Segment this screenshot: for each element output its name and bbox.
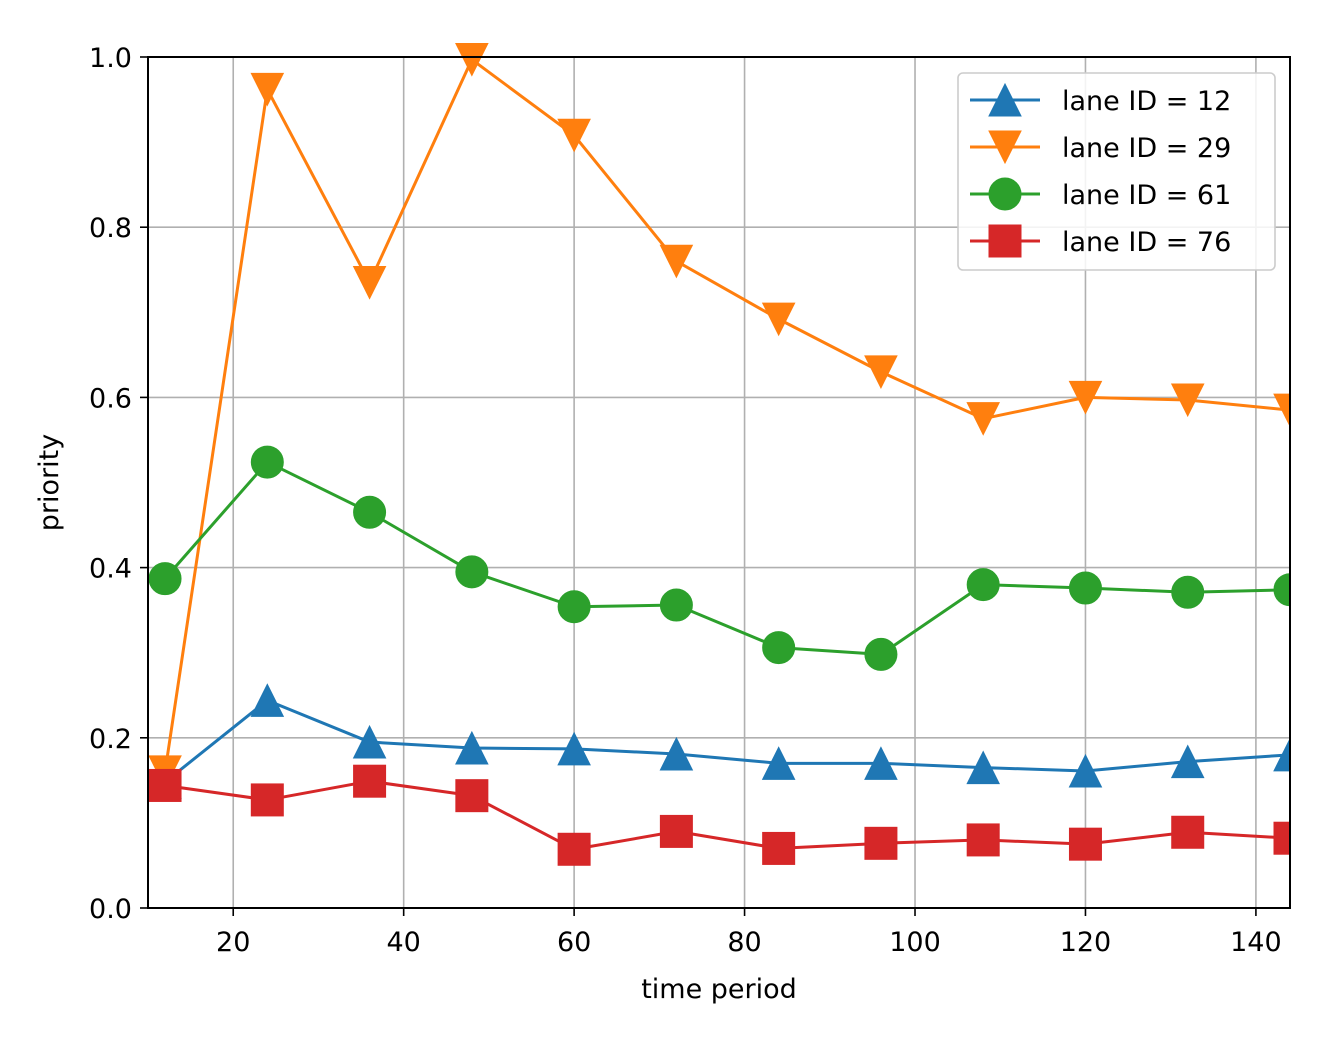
data-point: [1171, 575, 1205, 609]
x-tick-label: 60: [557, 927, 591, 958]
data-point: [352, 266, 387, 300]
data-point: [352, 724, 387, 759]
data-point: [1273, 393, 1290, 428]
legend-marker: [988, 82, 1022, 117]
data-point: [455, 730, 489, 765]
series-line: [164, 698, 1290, 784]
data-point: [659, 588, 693, 622]
data-point: [148, 562, 182, 596]
data-point: [966, 568, 1000, 602]
data-point: [1273, 821, 1290, 855]
data-point: [864, 746, 898, 780]
data-point: [1273, 573, 1290, 607]
legend-item: lane ID = 76: [970, 224, 1231, 258]
y-axis-label: priority: [34, 434, 65, 531]
legend-box: [957, 72, 1276, 271]
data-point: [353, 495, 387, 529]
legend-label: lane ID = 61: [1062, 180, 1231, 211]
data-point: [250, 683, 285, 717]
data-point: [455, 43, 489, 77]
series-layer: [148, 43, 1290, 866]
data-point: [966, 402, 1001, 436]
y-axis-ticks: 0.0 0.2 0.4 0.6 0.8 1.0: [89, 43, 148, 925]
data-point: [864, 637, 898, 671]
x-axis-ticks: 20 40 60 80 100 120 140: [216, 908, 1282, 958]
data-point: [1068, 827, 1102, 861]
series-line: [163, 58, 1290, 773]
data-point: [148, 768, 182, 802]
data-point: [250, 72, 285, 107]
data-point: [761, 302, 796, 337]
data-point: [557, 832, 591, 866]
data-point: [1068, 571, 1102, 605]
y-tick-label: 1.0: [89, 43, 132, 74]
data-point: [1068, 753, 1103, 788]
series-line: [164, 779, 1290, 851]
data-point: [659, 814, 693, 848]
x-tick-label: 80: [727, 927, 761, 958]
x-tick-label: 40: [386, 927, 420, 958]
legend-item: lane ID = 61: [970, 177, 1231, 211]
series-1: [148, 683, 1290, 799]
legend-marker: [988, 224, 1022, 258]
data-point: [761, 746, 796, 780]
plot-frame: [147, 56, 1291, 909]
series-line: [163, 460, 1290, 656]
data-point: [864, 355, 898, 389]
y-tick-label: 0.0: [89, 894, 132, 925]
data-point: [557, 118, 591, 153]
data-point: [966, 750, 1001, 785]
legend-item: lane ID = 29: [970, 130, 1231, 165]
data-point: [762, 831, 796, 865]
data-point: [966, 823, 1000, 857]
x-tick-label: 20: [216, 927, 250, 958]
series-3: [148, 445, 1290, 671]
data-point: [864, 826, 898, 860]
legend-marker: [988, 177, 1022, 211]
data-point: [353, 764, 387, 798]
data-point: [659, 736, 694, 771]
x-tick-label: 140: [1230, 927, 1282, 958]
data-point: [659, 244, 694, 279]
y-tick-label: 0.8: [89, 213, 132, 244]
y-tick-label: 0.2: [89, 724, 132, 755]
data-point: [250, 783, 284, 817]
legend-marker: [988, 130, 1022, 165]
x-axis-label: time period: [641, 974, 797, 1005]
data-point: [250, 445, 284, 479]
y-tick-label: 0.6: [89, 383, 132, 414]
x-tick-label: 100: [889, 927, 941, 958]
legend-item: lane ID = 12: [970, 82, 1231, 117]
data-point: [1273, 737, 1290, 772]
legend-label: lane ID = 12: [1062, 86, 1231, 117]
data-point: [1170, 383, 1205, 418]
data-point: [1068, 380, 1103, 415]
data-point: [557, 731, 591, 766]
legend: lane ID = 12 lane ID = 29 lane ID = 61 lane…: [957, 72, 1276, 271]
data-point: [1171, 815, 1205, 849]
data-point: [557, 590, 591, 624]
x-tick-label: 120: [1060, 927, 1112, 958]
legend-label: lane ID = 76: [1062, 227, 1231, 258]
series-4: [148, 764, 1290, 866]
data-point: [455, 779, 489, 813]
data-point: [762, 631, 796, 665]
data-point: [455, 555, 489, 589]
y-tick-label: 0.4: [89, 554, 132, 585]
data-point: [1170, 744, 1205, 779]
legend-label: lane ID = 29: [1062, 133, 1231, 164]
